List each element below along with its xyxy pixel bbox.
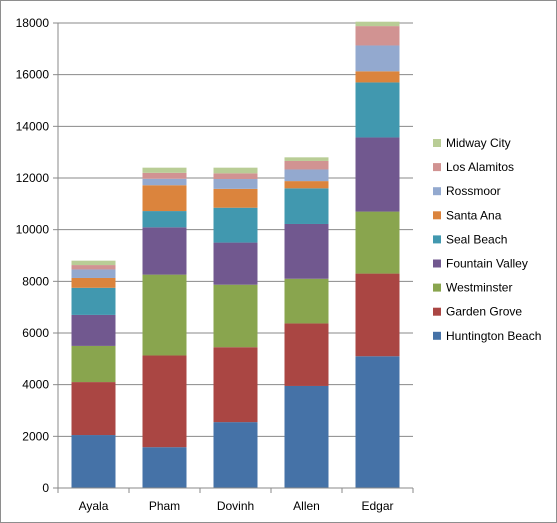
bar-segment-huntington-beach (71, 435, 116, 488)
bar-segment-midway-city (284, 157, 329, 161)
legend-label: Garden Grove (446, 305, 522, 319)
bar-segment-fountain-valley (142, 227, 187, 275)
x-tick-label: Allen (293, 499, 320, 513)
bar-segment-fountain-valley (284, 223, 329, 279)
bar-segment-santa-ana (355, 71, 400, 83)
y-tick-label: 8000 (22, 274, 49, 288)
bar-segment-rossmoor (355, 45, 400, 72)
y-tick-label: 2000 (22, 429, 49, 443)
bar-segment-los-alamitos (71, 265, 116, 270)
bars (71, 21, 400, 488)
bar-segment-huntington-beach (142, 447, 187, 488)
legend-label: Huntington Beach (446, 329, 541, 343)
bar-segment-garden-grove (142, 355, 187, 448)
legend-label: Fountain Valley (446, 257, 528, 271)
legend-swatch (433, 331, 441, 340)
y-tick-label: 12000 (16, 171, 50, 185)
bar-segment-seal-beach (71, 287, 116, 315)
bar-segment-huntington-beach (355, 356, 400, 488)
bar-segment-los-alamitos (284, 160, 329, 170)
y-tick-label: 0 (42, 481, 49, 495)
bar-segment-santa-ana (284, 181, 329, 189)
bar-segment-rossmoor (71, 269, 116, 278)
bar-segment-westminster (213, 284, 258, 348)
bar-segment-huntington-beach (213, 422, 258, 488)
y-tick-label: 18000 (16, 16, 50, 30)
bar-segment-midway-city (213, 167, 258, 174)
legend-swatch (433, 235, 441, 244)
x-tick-label: Pham (149, 499, 180, 513)
legend-swatch (433, 163, 441, 172)
bar-segment-seal-beach (355, 82, 400, 138)
y-tick-label: 4000 (22, 378, 49, 392)
bar-segment-seal-beach (142, 211, 187, 228)
legend-label: Seal Beach (446, 232, 507, 246)
legend-label: Midway City (446, 136, 511, 150)
x-tick-label: Edgar (361, 499, 393, 513)
bar-segment-seal-beach (284, 188, 329, 224)
bar-segment-rossmoor (142, 178, 187, 186)
y-tick-label: 16000 (16, 68, 50, 82)
bar-segment-westminster (71, 345, 116, 383)
bar-segment-garden-grove (284, 323, 329, 386)
bar-segment-rossmoor (213, 179, 258, 189)
x-tick-label: Ayala (79, 499, 109, 513)
bar-segment-fountain-valley (213, 242, 258, 285)
y-tick-label: 6000 (22, 326, 49, 340)
bar-segment-westminster (355, 211, 400, 274)
bar-segment-westminster (284, 278, 329, 324)
x-tick-label: Dovinh (217, 499, 254, 513)
bar-segment-rossmoor (284, 169, 329, 182)
legend-swatch (433, 259, 441, 268)
bar-segment-westminster (142, 274, 187, 356)
bar-segment-santa-ana (71, 277, 116, 288)
legend-label: Santa Ana (446, 208, 502, 222)
bar-segment-garden-grove (355, 273, 400, 357)
bar-segment-los-alamitos (355, 26, 400, 46)
legend-swatch (433, 187, 441, 196)
bar-segment-fountain-valley (71, 314, 116, 346)
axes: 0 2000 4000 6000 8000 10000 12000 14000 16000 180… (16, 16, 414, 513)
bar-segment-midway-city (142, 167, 187, 173)
bar-segment-santa-ana (213, 188, 258, 208)
legend-swatch (433, 139, 441, 147)
bar-segment-seal-beach (213, 207, 258, 243)
legend-label: Westminster (446, 281, 512, 295)
legend-swatch (433, 283, 441, 292)
bar-segment-fountain-valley (355, 137, 400, 212)
bar-segment-garden-grove (71, 382, 116, 436)
bar-segment-santa-ana (142, 185, 187, 212)
y-tick-label: 10000 (16, 223, 50, 237)
bar-segment-huntington-beach (284, 385, 329, 488)
legend: Midway City Los Alamitos Rossmoor Santa Ana… (433, 136, 541, 343)
bar-segment-midway-city (71, 260, 116, 266)
bar-segment-garden-grove (213, 347, 258, 423)
bar-segment-midway-city (355, 21, 400, 27)
legend-label: Los Alamitos (446, 160, 514, 174)
legend-label: Rossmoor (446, 184, 501, 198)
bar-segment-los-alamitos (213, 173, 258, 180)
legend-swatch (433, 307, 441, 316)
legend-swatch (433, 211, 441, 220)
y-tick-label: 14000 (16, 119, 50, 133)
bar-segment-los-alamitos (142, 172, 187, 179)
